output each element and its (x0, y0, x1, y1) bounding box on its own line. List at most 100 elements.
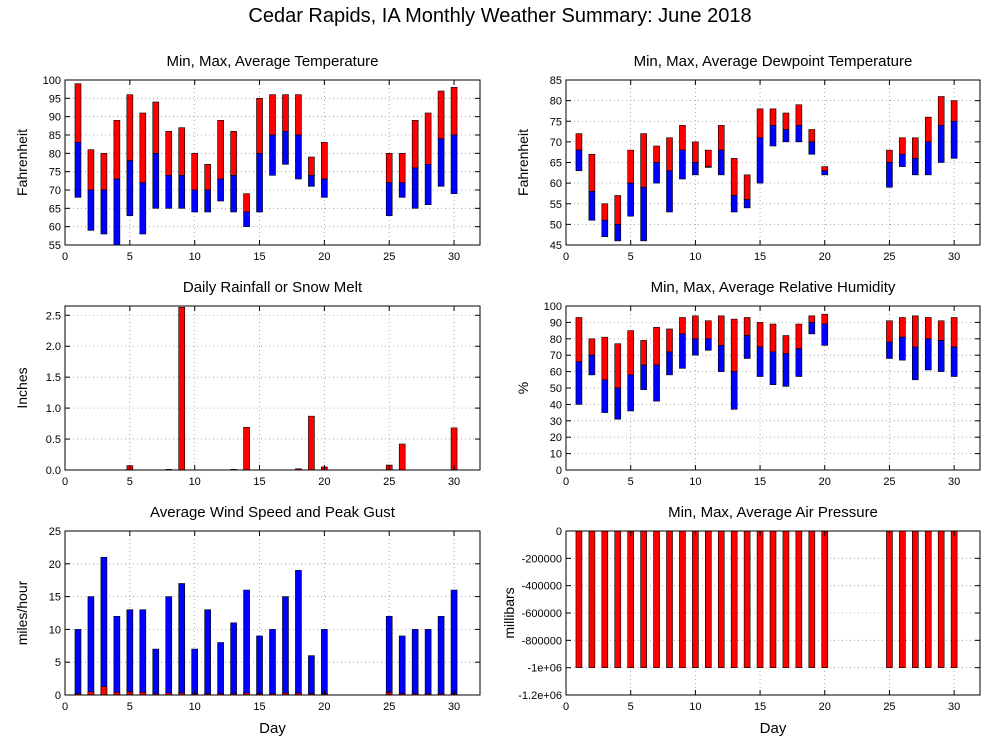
bar-lower (924, 141, 932, 176)
y-tick-label: 55 (49, 240, 61, 252)
bar-upper (165, 131, 173, 176)
bar-lower (808, 141, 816, 155)
bar-lower (717, 149, 725, 176)
bar-gust (204, 609, 211, 696)
bar-lower (308, 175, 315, 187)
bar-range (705, 530, 712, 668)
bar-upper (743, 317, 751, 336)
bar-lower (282, 131, 289, 165)
bar-upper (756, 108, 764, 139)
bar-upper (795, 104, 803, 126)
bar-lower (601, 379, 609, 413)
bar-gust (178, 583, 186, 696)
bar-upper (924, 116, 932, 143)
x-tick-label: 20 (819, 701, 831, 713)
bar-group (575, 313, 958, 420)
chart-wind: 0 5 10 15 20 25 0 5 10 15 20 25 30 Average Wind Speed… (14, 504, 481, 737)
bar-range (627, 530, 634, 668)
y-tick-label: 20 (49, 559, 61, 571)
bar-gust (321, 629, 328, 696)
bar-lower (601, 219, 609, 238)
bar-lower (424, 164, 432, 205)
bar-gust (385, 615, 393, 696)
y-tick-label: 40 (550, 399, 562, 411)
bar-upper (87, 149, 95, 191)
bar-range (588, 530, 596, 668)
bar-lower (321, 178, 328, 198)
y-tick-label: 70 (550, 350, 562, 362)
bar-lower (782, 353, 790, 387)
chart-temp: 55 60 65 70 75 80 85 90 95 100 0 5 10 15 20 25 30 Min, Ma… (14, 53, 481, 263)
y-tick-label: 1.5 (46, 372, 61, 384)
bar-upper (950, 317, 958, 348)
x-tick-label: 10 (189, 701, 201, 713)
bar-upper (899, 137, 906, 155)
x-tick-label: 30 (948, 476, 960, 488)
bar-upper (769, 323, 777, 353)
y-tick-label: 90 (49, 112, 61, 124)
bar-upper (730, 318, 738, 372)
bar-lower (640, 364, 647, 390)
bar-lower (679, 149, 686, 180)
x-tick-label: 10 (689, 251, 701, 263)
bar-upper (100, 153, 108, 191)
bar-lower (204, 189, 211, 213)
bar-lower (269, 134, 276, 176)
bar-upper (886, 320, 893, 343)
bar-lower (178, 175, 186, 209)
chart-dew: 45 50 55 60 65 70 75 80 85 0 5 10 15 20 25 30 Min, Max, … (515, 53, 981, 263)
bar-upper (601, 203, 609, 221)
bar-gust (398, 635, 406, 696)
bar-upper (679, 125, 686, 151)
x-tick-label: 0 (62, 701, 68, 713)
bar-lower (614, 224, 622, 242)
x-tick-label: 10 (189, 251, 201, 263)
x-tick-label: 5 (628, 701, 634, 713)
bar-gust (308, 655, 315, 696)
bar-upper (924, 317, 932, 340)
bar-gust (139, 609, 147, 696)
bar-group (126, 306, 458, 471)
y-tick-label: -600000 (522, 608, 562, 620)
bar-upper (437, 90, 445, 139)
y-tick-label: 60 (550, 367, 562, 379)
bar-upper (666, 137, 673, 172)
bar-upper (743, 174, 751, 200)
y-axis-label: millibars (501, 587, 517, 638)
bar-lower (437, 138, 445, 187)
bar-lower (653, 364, 660, 402)
bar-lower (113, 178, 121, 246)
bar-lower (588, 191, 596, 221)
bar-upper (139, 112, 147, 183)
bar-gust (74, 629, 82, 696)
bar-upper (640, 133, 647, 188)
bar-upper (178, 127, 186, 176)
y-axis-label: Fahrenheit (515, 129, 531, 196)
y-tick-label: 80 (550, 96, 562, 108)
bar-upper (217, 120, 224, 180)
y-tick-label: 100 (43, 75, 61, 87)
bar-upper (653, 145, 660, 163)
y-tick-label: 0.0 (46, 465, 61, 477)
bar-upper (730, 158, 738, 196)
bar-gust (152, 648, 160, 696)
bar-gust (230, 622, 237, 696)
y-tick-label: 2.5 (46, 310, 61, 322)
y-tick-label: 15 (49, 592, 61, 604)
y-tick-label: 25 (49, 526, 61, 538)
bar-lower (795, 125, 803, 143)
bar-group (74, 83, 458, 246)
bar-lower (256, 153, 263, 213)
y-axis-label: % (515, 382, 531, 394)
bar-upper (692, 141, 699, 163)
x-axis-label: Day (760, 720, 787, 737)
bar-upper (808, 315, 816, 323)
bar-upper (808, 129, 816, 143)
x-tick-label: 15 (253, 476, 265, 488)
bar-rainfall (450, 427, 458, 471)
bar-lower (912, 346, 919, 381)
chart-title: Average Wind Speed and Peak Gust (150, 504, 396, 521)
bar-upper (575, 133, 583, 151)
bar-upper (295, 94, 302, 136)
y-tick-label: 20 (550, 432, 562, 444)
